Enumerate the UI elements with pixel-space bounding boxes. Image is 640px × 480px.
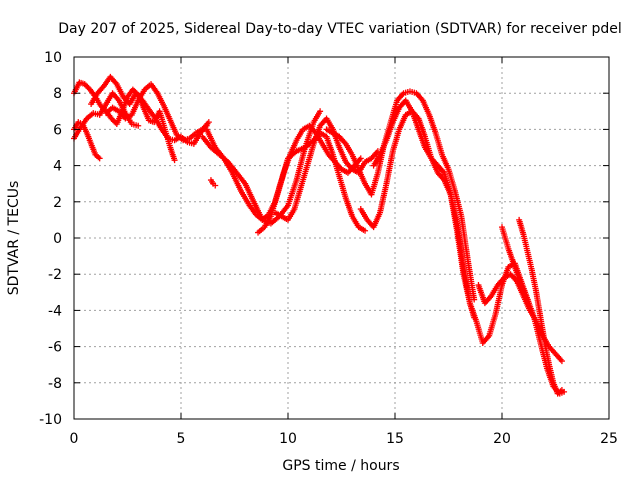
data-points bbox=[71, 73, 568, 397]
x-axis-label: GPS time / hours bbox=[282, 458, 399, 474]
y-tick-label: 6 bbox=[53, 122, 62, 138]
series-track-16 bbox=[516, 216, 565, 397]
x-tick-label: 20 bbox=[493, 431, 511, 447]
x-tick-label: 0 bbox=[70, 431, 79, 447]
series-trace bbox=[209, 178, 215, 185]
data-point bbox=[212, 182, 219, 189]
y-tick-label: 0 bbox=[53, 231, 62, 247]
series-track-10 bbox=[207, 177, 219, 189]
series-track-13 bbox=[370, 97, 531, 346]
series-trace bbox=[72, 120, 102, 161]
series-trace bbox=[273, 117, 380, 222]
series-trace bbox=[516, 218, 564, 396]
series-trace bbox=[499, 226, 565, 396]
y-tick-label: -2 bbox=[48, 267, 62, 283]
y-tick-label: 2 bbox=[53, 195, 62, 211]
series-track-5 bbox=[103, 81, 212, 144]
y-tick-label: -10 bbox=[39, 412, 62, 428]
y-tick-label: -6 bbox=[48, 340, 62, 356]
x-tick-label: 15 bbox=[386, 431, 404, 447]
series-trace bbox=[89, 75, 209, 147]
y-axis-label: SDTVAR / TECUs bbox=[6, 181, 22, 296]
y-tick-label: -4 bbox=[48, 303, 62, 319]
chart-title: Day 207 of 2025, Sidereal Day-to-day VTE… bbox=[58, 21, 622, 37]
grid bbox=[74, 57, 609, 419]
series-trace bbox=[104, 82, 211, 143]
series-trace bbox=[371, 98, 530, 345]
y-tick-label: 10 bbox=[44, 50, 62, 66]
x-tick-label: 10 bbox=[279, 431, 297, 447]
x-tick-label: 25 bbox=[600, 431, 618, 447]
series-track-1 bbox=[71, 119, 103, 162]
axis-ticks: 0 5 10 15 20 25 -10 -8 -6 -4 -2 0 2 4 6 8 10 bbox=[39, 50, 618, 447]
y-tick-label: 8 bbox=[53, 86, 62, 102]
y-tick-label: 4 bbox=[53, 159, 62, 175]
x-tick-label: 5 bbox=[177, 431, 186, 447]
y-tick-label: -8 bbox=[48, 376, 62, 392]
